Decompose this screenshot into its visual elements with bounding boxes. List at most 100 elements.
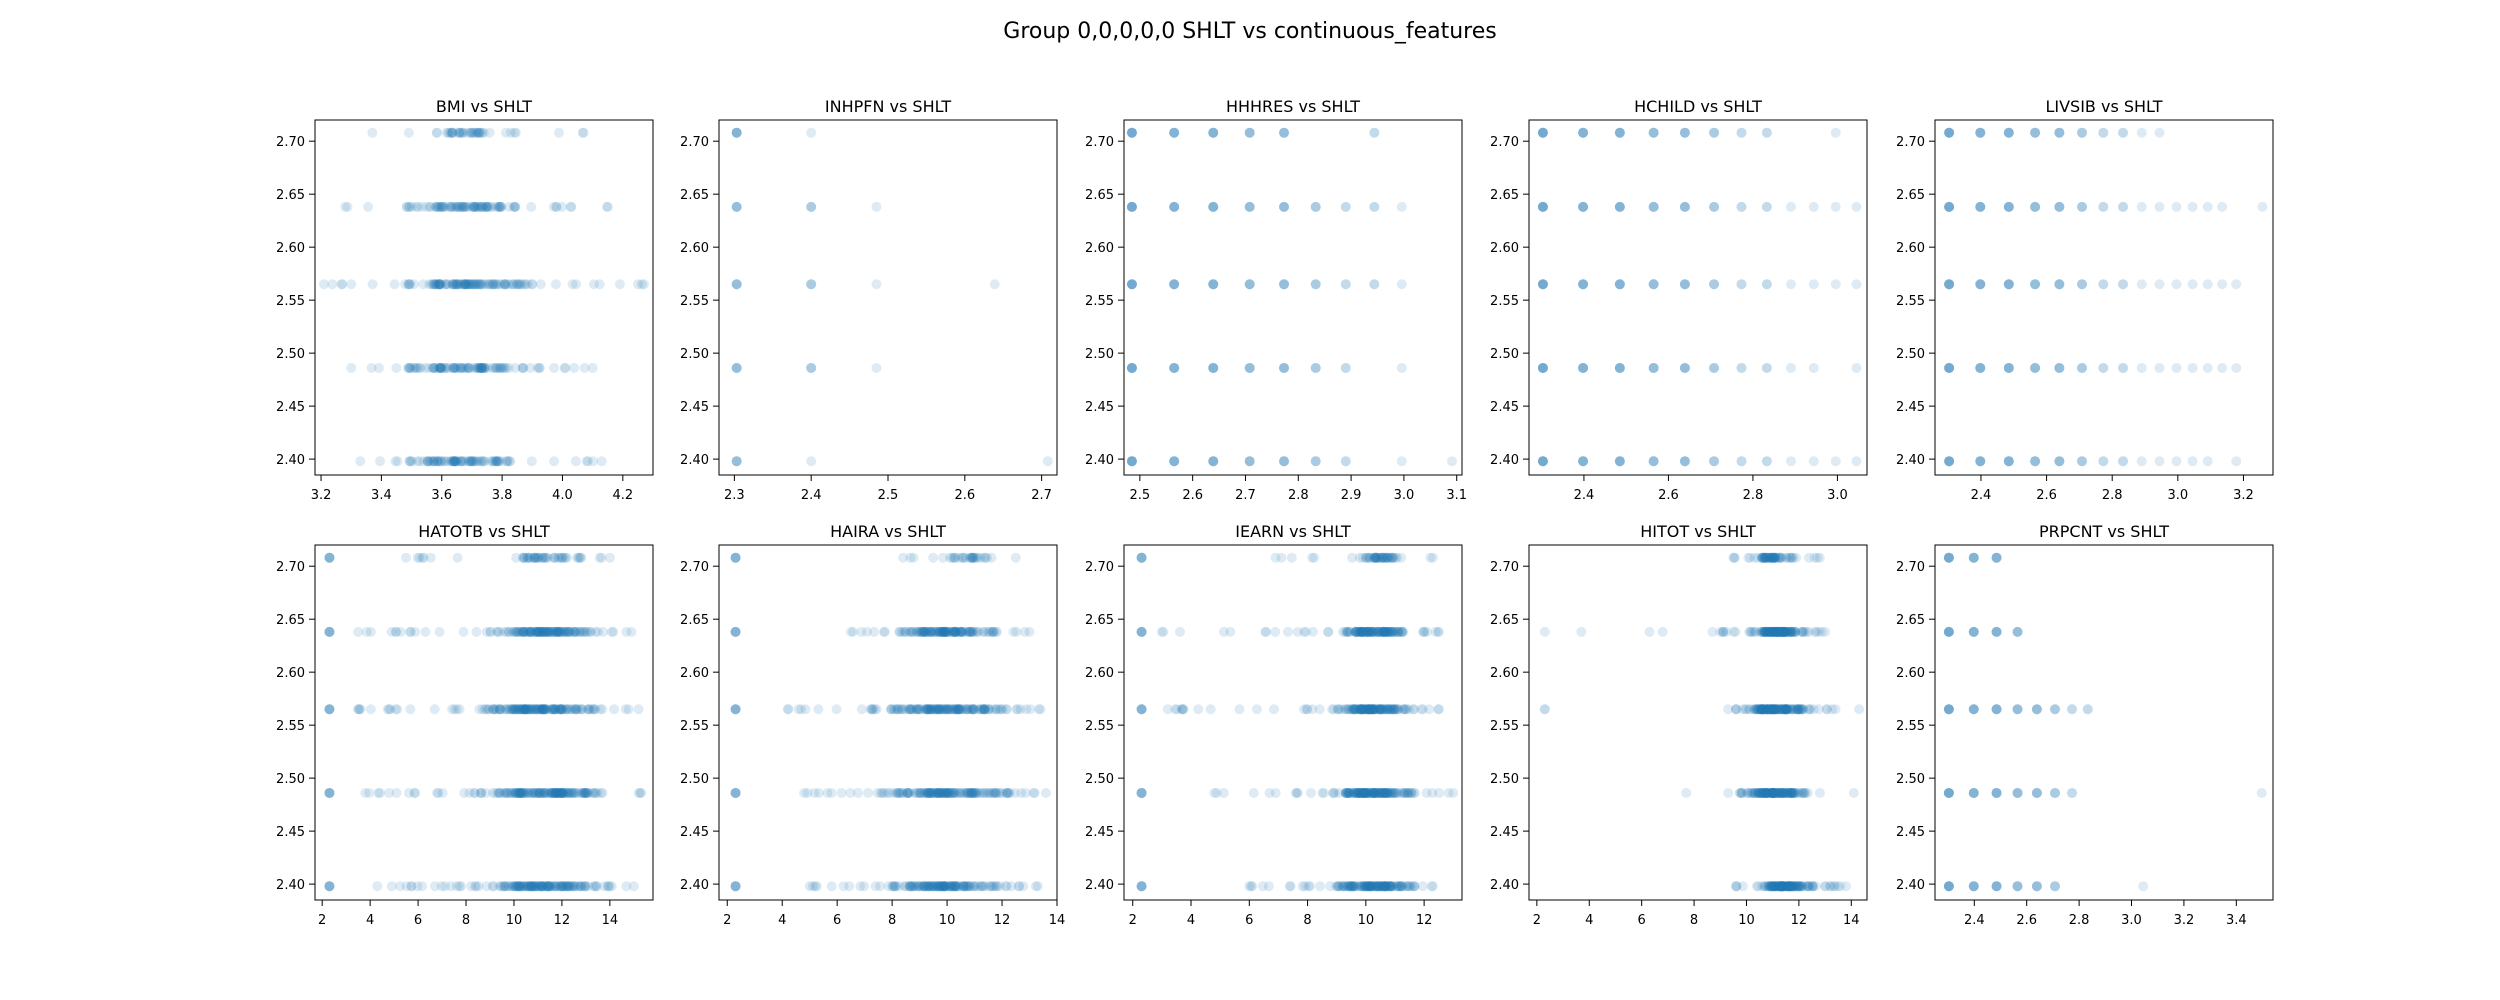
scatter-point xyxy=(1578,127,1589,138)
scatter-point xyxy=(945,626,956,637)
scatter-point xyxy=(526,626,537,637)
scatter-point xyxy=(451,881,462,892)
scatter-point xyxy=(534,787,544,798)
scatter-point xyxy=(453,201,464,212)
scatter-point xyxy=(1944,127,1955,138)
scatter-point xyxy=(1537,127,1548,138)
subplot-7: HAIRA vs SHLT2.402.452.502.552.602.652.7… xyxy=(680,522,1065,928)
scatter-point xyxy=(450,201,461,212)
scatter-point xyxy=(478,127,489,138)
scatter-point xyxy=(523,787,534,798)
scatter-point xyxy=(934,626,945,637)
scatter-point xyxy=(955,626,966,637)
scatter-point xyxy=(319,279,330,290)
scatter-point xyxy=(482,201,493,212)
scatter-point xyxy=(569,881,580,892)
x-tick-label: 4 xyxy=(778,913,786,928)
scatter-point xyxy=(606,626,617,637)
scatter-point xyxy=(532,626,543,637)
scatter-point xyxy=(2202,279,2213,290)
scatter-point xyxy=(2031,787,2042,798)
scatter-point xyxy=(440,279,451,290)
scatter-point xyxy=(1169,201,1180,212)
scatter-point xyxy=(487,279,498,290)
scatter-point xyxy=(541,626,552,637)
x-tick-label: 2.4 xyxy=(1971,488,1992,503)
scatter-point xyxy=(556,787,567,798)
scatter-point xyxy=(324,881,335,892)
scatter-point xyxy=(557,881,568,892)
y-tick-label: 2.65 xyxy=(680,613,709,628)
scatter-point xyxy=(923,626,934,637)
scatter-point xyxy=(564,626,575,637)
x-tick-label: 8 xyxy=(1303,913,1311,928)
scatter-point xyxy=(592,626,603,637)
scatter-point xyxy=(520,787,531,798)
scatter-point xyxy=(730,626,741,637)
scatter-point xyxy=(432,456,443,467)
scatter-point xyxy=(1792,704,1803,715)
scatter-point xyxy=(1391,552,1402,563)
scatter-point xyxy=(1310,456,1321,467)
scatter-point xyxy=(1578,201,1589,212)
scatter-point xyxy=(866,704,877,715)
scatter-point xyxy=(2030,456,2041,467)
subplot-title: PRPCNT vs SHLT xyxy=(2039,522,2169,541)
scatter-point xyxy=(1369,201,1380,212)
x-tick-label: 2 xyxy=(1129,913,1137,928)
scatter-point xyxy=(1648,279,1659,290)
scatter-point xyxy=(583,704,594,715)
scatter-point xyxy=(2003,201,2014,212)
scatter-point xyxy=(561,704,571,715)
scatter-point xyxy=(1279,362,1290,373)
scatter-point xyxy=(538,787,549,798)
scatter-point xyxy=(967,552,978,563)
scatter-point xyxy=(569,787,580,798)
scatter-point xyxy=(477,201,488,212)
scatter-point xyxy=(401,552,412,563)
scatter-point xyxy=(1830,456,1841,467)
scatter-point xyxy=(495,704,506,715)
scatter-point xyxy=(1001,704,1012,715)
scatter-point xyxy=(500,881,511,892)
scatter-point xyxy=(1208,362,1219,373)
scatter-point xyxy=(1648,201,1659,212)
scatter-point xyxy=(1944,201,1955,212)
x-tick-label: 8 xyxy=(462,913,470,928)
scatter-point xyxy=(1648,456,1659,467)
scatter-point xyxy=(2077,362,2088,373)
scatter-point xyxy=(957,626,968,637)
scatter-point xyxy=(447,127,458,138)
scatter-point xyxy=(324,787,335,798)
scatter-point xyxy=(581,626,592,637)
scatter-point xyxy=(361,626,372,637)
scatter-point xyxy=(567,704,578,715)
scatter-point xyxy=(943,626,954,637)
scatter-point xyxy=(1537,279,1548,290)
scatter-point xyxy=(529,881,540,892)
scatter-point xyxy=(558,787,569,798)
scatter-point xyxy=(481,626,492,637)
scatter-point xyxy=(1340,456,1351,467)
y-tick-label: 2.60 xyxy=(1490,666,1519,681)
scatter-point xyxy=(450,456,461,467)
scatter-point xyxy=(466,279,477,290)
scatter-point xyxy=(929,626,940,637)
scatter-point xyxy=(2231,362,2242,373)
scatter-point xyxy=(603,881,614,892)
scatter-point xyxy=(1944,279,1955,290)
scatter-point xyxy=(968,552,979,563)
scatter-point xyxy=(503,362,514,373)
scatter-point xyxy=(539,704,550,715)
scatter-point xyxy=(1297,881,1308,892)
scatter-point xyxy=(500,787,511,798)
scatter-point xyxy=(907,626,918,637)
scatter-point xyxy=(731,456,742,467)
scatter-point xyxy=(951,626,962,637)
y-tick-label: 2.60 xyxy=(680,666,709,681)
scatter-point xyxy=(537,881,548,892)
scatter-point xyxy=(457,201,468,212)
scatter-point xyxy=(391,362,402,373)
scatter-point xyxy=(476,787,487,798)
x-tick-label: 8 xyxy=(888,913,896,928)
